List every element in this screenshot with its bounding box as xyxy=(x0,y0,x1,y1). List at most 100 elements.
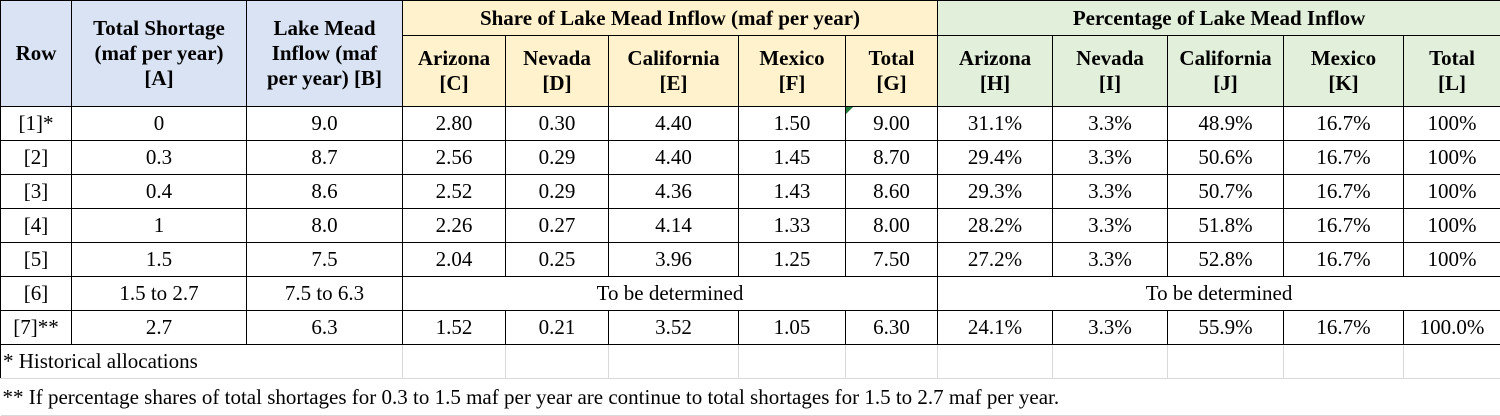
table-cell: [5] xyxy=(1,243,72,277)
table-cell: 9.0 xyxy=(247,107,403,141)
table-cell: 8.0 xyxy=(247,209,403,243)
table-cell: 0.29 xyxy=(506,141,609,175)
table-cell: 1.5 to 2.7 xyxy=(72,277,247,311)
table-cell: 1 xyxy=(72,209,247,243)
table-cell: 1.52 xyxy=(403,311,506,345)
table-cell: 9.00 xyxy=(846,107,938,141)
table-cell: 29.4% xyxy=(938,141,1053,175)
table-cell: 3.3% xyxy=(1053,175,1168,209)
table-cell: [4] xyxy=(1,209,72,243)
table-cell: 100% xyxy=(1404,107,1500,141)
table-cell: 2.04 xyxy=(403,243,506,277)
table-cell: 3.3% xyxy=(1053,311,1168,345)
table-cell: 16.7% xyxy=(1284,209,1404,243)
header-lake-mead-inflow: Lake Mead Inflow (maf per year) [B] xyxy=(247,1,403,107)
table-cell: 16.7% xyxy=(1284,175,1404,209)
header-share-arizona: Arizona[C] xyxy=(403,36,506,107)
table-cell: 100% xyxy=(1404,175,1500,209)
table-cell: 4.36 xyxy=(609,175,739,209)
header-pct-mexico: Mexico[K] xyxy=(1284,36,1404,107)
header-share-mexico: Mexico[F] xyxy=(739,36,846,107)
header-share-group: Share of Lake Mead Inflow (maf per year) xyxy=(403,1,938,36)
table-cell: 0.29 xyxy=(506,175,609,209)
table-cell: 1.45 xyxy=(739,141,846,175)
table-cell: 29.3% xyxy=(938,175,1053,209)
header-pct-total: Total[L] xyxy=(1404,36,1500,107)
table-cell: 52.8% xyxy=(1168,243,1284,277)
table-cell: 100% xyxy=(1404,209,1500,243)
table-cell: 1.25 xyxy=(739,243,846,277)
table-cell: 0.3 xyxy=(72,141,247,175)
table-cell: 3.3% xyxy=(1053,209,1168,243)
table-cell: 100% xyxy=(1404,141,1500,175)
table-cell: 0 xyxy=(72,107,247,141)
table-cell: 50.6% xyxy=(1168,141,1284,175)
footnote-row: * Historical allocations xyxy=(1,345,1500,379)
table-cell: 28.2% xyxy=(938,209,1053,243)
table-cell: 24.1% xyxy=(938,311,1053,345)
table-row: [7]** 2.7 6.3 1.52 0.21 3.52 1.05 6.30 2… xyxy=(1,311,1500,345)
table-cell: 8.60 xyxy=(846,175,938,209)
table-cell: 100% xyxy=(1404,243,1500,277)
table-row: [3] 0.4 8.6 2.52 0.29 4.36 1.43 8.60 29.… xyxy=(1,175,1500,209)
table-cell: 8.70 xyxy=(846,141,938,175)
header-row-1: Row Total Shortage (maf per year) [A] La… xyxy=(1,1,1500,36)
table-cell: 1.5 xyxy=(72,243,247,277)
table-row: [6] 1.5 to 2.7 7.5 to 6.3 To be determin… xyxy=(1,277,1500,311)
table-row: [1]* 0 9.0 2.80 0.30 4.40 1.50 9.00 31.1… xyxy=(1,107,1500,141)
header-total-shortage: Total Shortage (maf per year) [A] xyxy=(72,1,247,107)
table-cell: 2.26 xyxy=(403,209,506,243)
table-cell: 3.52 xyxy=(609,311,739,345)
table-cell: 2.52 xyxy=(403,175,506,209)
table-cell: 16.7% xyxy=(1284,107,1404,141)
table-cell: 8.00 xyxy=(846,209,938,243)
table-cell: 31.1% xyxy=(938,107,1053,141)
table-cell: [6] xyxy=(1,277,72,311)
table-cell: 48.9% xyxy=(1168,107,1284,141)
table-cell: 100.0% xyxy=(1404,311,1500,345)
table-cell: 0.30 xyxy=(506,107,609,141)
table-cell: 1.33 xyxy=(739,209,846,243)
table-cell: 7.5 xyxy=(247,243,403,277)
footnote-continuation: ** If percentage shares of total shortag… xyxy=(1,379,1500,416)
table-cell: 6.30 xyxy=(846,311,938,345)
table-cell: 0.25 xyxy=(506,243,609,277)
table-cell: 27.2% xyxy=(938,243,1053,277)
table-cell: 1.43 xyxy=(739,175,846,209)
header-share-total: Total[G] xyxy=(846,36,938,107)
table-cell: 16.7% xyxy=(1284,141,1404,175)
table-cell: 4.40 xyxy=(609,141,739,175)
footnote-historical: * Historical allocations xyxy=(1,345,403,379)
table-cell: 55.9% xyxy=(1168,311,1284,345)
table-cell: [7]** xyxy=(1,311,72,345)
header-share-nevada: Nevada[D] xyxy=(506,36,609,107)
table-cell: 16.7% xyxy=(1284,243,1404,277)
table-cell: 7.50 xyxy=(846,243,938,277)
table-cell: 3.3% xyxy=(1053,243,1168,277)
table-cell: 8.7 xyxy=(247,141,403,175)
header-share-california: California[E] xyxy=(609,36,739,107)
table-cell: [1]* xyxy=(1,107,72,141)
table-cell: 2.56 xyxy=(403,141,506,175)
table-cell: 16.7% xyxy=(1284,311,1404,345)
header-pct-nevada: Nevada[I] xyxy=(1053,36,1168,107)
table-cell: 7.5 to 6.3 xyxy=(247,277,403,311)
table-cell: [3] xyxy=(1,175,72,209)
table-cell: 8.6 xyxy=(247,175,403,209)
table-cell: 4.40 xyxy=(609,107,739,141)
table-cell: 0.21 xyxy=(506,311,609,345)
table-cell: 0.4 xyxy=(72,175,247,209)
header-pct-arizona: Arizona[H] xyxy=(938,36,1053,107)
table-cell: 6.3 xyxy=(247,311,403,345)
table-cell: 3.3% xyxy=(1053,141,1168,175)
table-cell: 50.7% xyxy=(1168,175,1284,209)
table-cell: 1.50 xyxy=(739,107,846,141)
table-cell: 4.14 xyxy=(609,209,739,243)
header-percentage-group: Percentage of Lake Mead Inflow xyxy=(938,1,1500,36)
header-row: Row xyxy=(1,1,72,107)
table-row: [2] 0.3 8.7 2.56 0.29 4.40 1.45 8.70 29.… xyxy=(1,141,1500,175)
table-cell: 3.96 xyxy=(609,243,739,277)
table-cell: [2] xyxy=(1,141,72,175)
table-row: [4] 1 8.0 2.26 0.27 4.14 1.33 8.00 28.2%… xyxy=(1,209,1500,243)
table-cell: 1.05 xyxy=(739,311,846,345)
